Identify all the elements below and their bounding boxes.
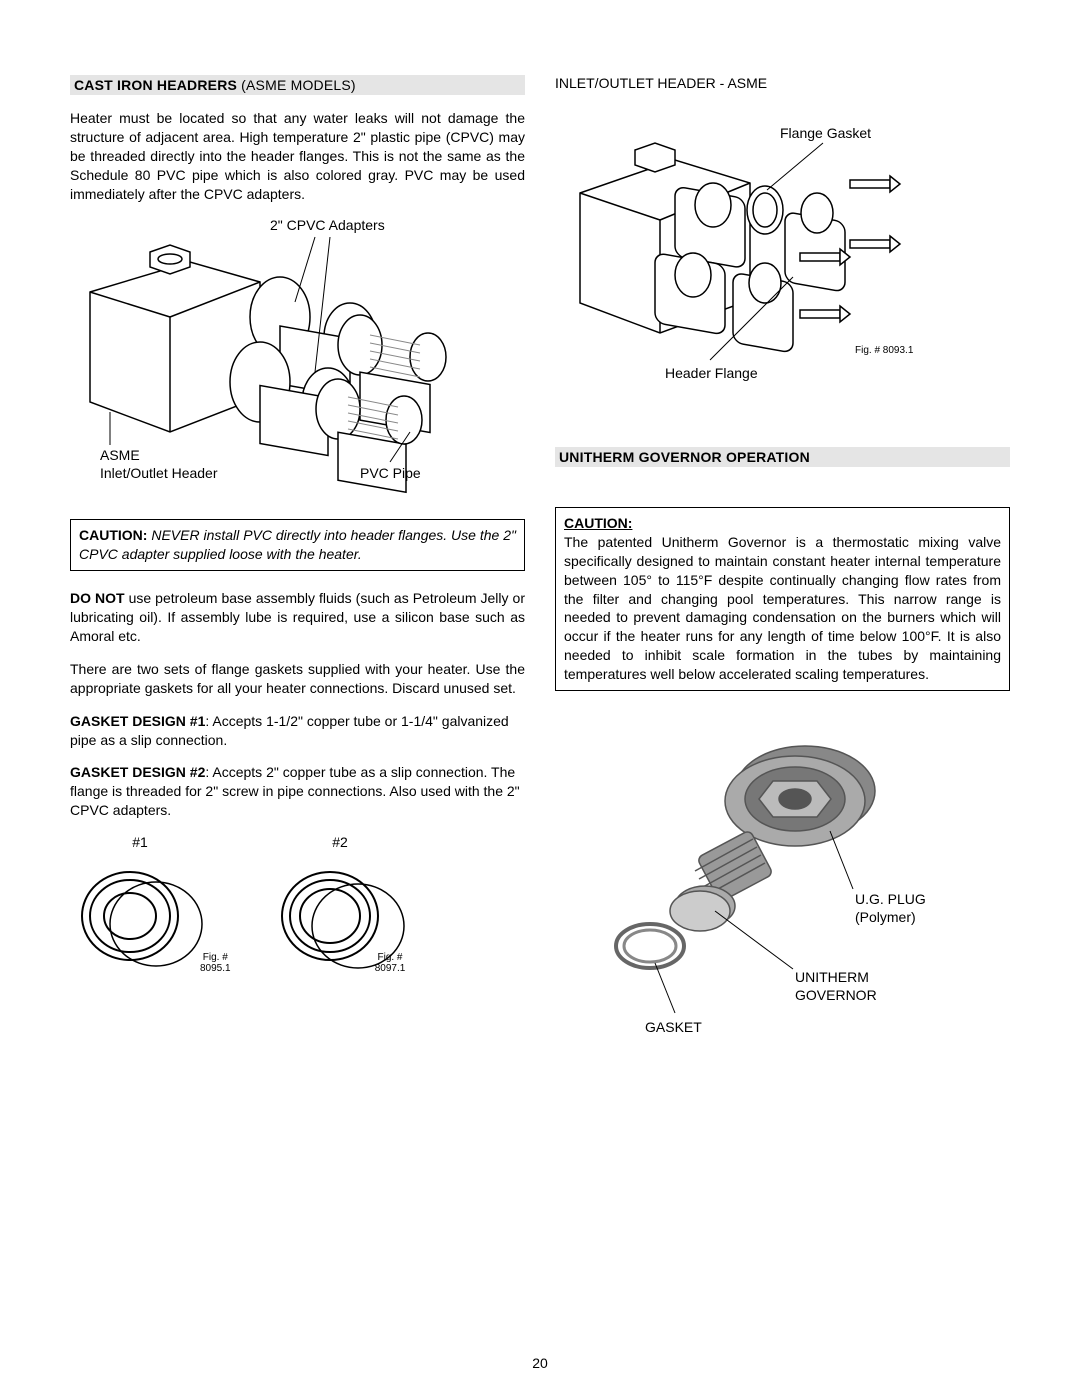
para-gasket2: GASKET DESIGN #2: Accepts 2" copper tube… [70,763,525,820]
caution-label: CAUTION: [79,527,147,543]
para-gaskets-intro: There are two sets of flange gaskets sup… [70,660,525,698]
para-intro: Heater must be located so that any water… [70,109,525,203]
gasket-1-drawing [70,856,210,976]
figure-asme-header: 2" CPVC Adapters ASME Inlet/Outlet Heade… [70,217,525,507]
label-gasket: GASKET [645,1019,702,1036]
label-inlet-outlet: Inlet/Outlet Header [100,465,218,482]
para-donot: DO NOT use petroleum base assembly fluid… [70,589,525,646]
donot-rest: use petroleum base assembly fluids (such… [70,590,525,644]
label-ug-plug-a: U.G. PLUG [855,891,926,908]
gasket-1-num: #1 [70,834,210,850]
left-column: CAST IRON HEADRERS (ASME MODELS) Heater … [70,75,525,1063]
heading-inlet-outlet: INLET/OUTLET HEADER - ASME [555,75,1010,91]
gasket-2: #2 Fig. # 8097.1 [270,834,410,979]
caution-body: The patented Unitherm Governor is a ther… [564,534,1001,682]
label-flange-gasket: Flange Gasket [780,125,871,142]
unitherm-drawing [555,711,975,1051]
donot-bold: DO NOT [70,590,125,606]
caution-hdr: CAUTION: [564,514,1001,533]
figure-header-flange: Flange Gasket Header Flange Fig. # 8093.… [555,105,1010,395]
heading-rest: (ASME MODELS) [237,77,356,93]
label-ug-plug-b: (Polymer) [855,909,916,926]
figure-unitherm-governor: U.G. PLUG (Polymer) UNITHERM GOVERNOR GA… [555,711,1010,1051]
gasket-2-num: #2 [270,834,410,850]
fignum-8097: Fig. # 8097.1 [370,952,410,974]
section-heading-unitherm: UNITHERM GOVERNOR OPERATION [555,447,1010,467]
label-pvc-pipe: PVC Pipe [360,465,421,482]
para-gasket1: GASKET DESIGN #1: Accepts 1-1/2" copper … [70,712,525,750]
fignum-8095: Fig. # 8095.1 [200,952,231,974]
caution-box-unitherm: CAUTION: The patented Unitherm Governor … [555,507,1010,691]
label-unitherm-a: UNITHERM [795,969,869,986]
label-cpvc-adapters: 2" CPVC Adapters [270,217,385,234]
label-asme: ASME [100,447,140,464]
heading-bold: CAST IRON HEADRERS [74,77,237,93]
page-number: 20 [532,1355,548,1371]
label-header-flange: Header Flange [665,365,758,382]
fignum-8093: Fig. # 8093.1 [855,345,913,356]
g2-bold: GASKET DESIGN #2 [70,764,205,780]
section-heading-cast-iron: CAST IRON HEADRERS (ASME MODELS) [70,75,525,95]
label-unitherm-b: GOVERNOR [795,987,877,1004]
figure-gaskets: #1 Fig. # 8095.1 #2 [70,834,525,979]
header-flange-drawing [555,105,975,385]
unitherm-title: UNITHERM GOVERNOR OPERATION [559,449,810,465]
g1-bold: GASKET DESIGN #1 [70,713,205,729]
two-column-layout: CAST IRON HEADRERS (ASME MODELS) Heater … [70,75,1010,1063]
right-column: INLET/OUTLET HEADER - ASME Flange Gasket… [555,75,1010,1063]
gasket-1: #1 Fig. # 8095.1 [70,834,210,979]
caution-box-pvc: CAUTION: NEVER install PVC directly into… [70,519,525,571]
